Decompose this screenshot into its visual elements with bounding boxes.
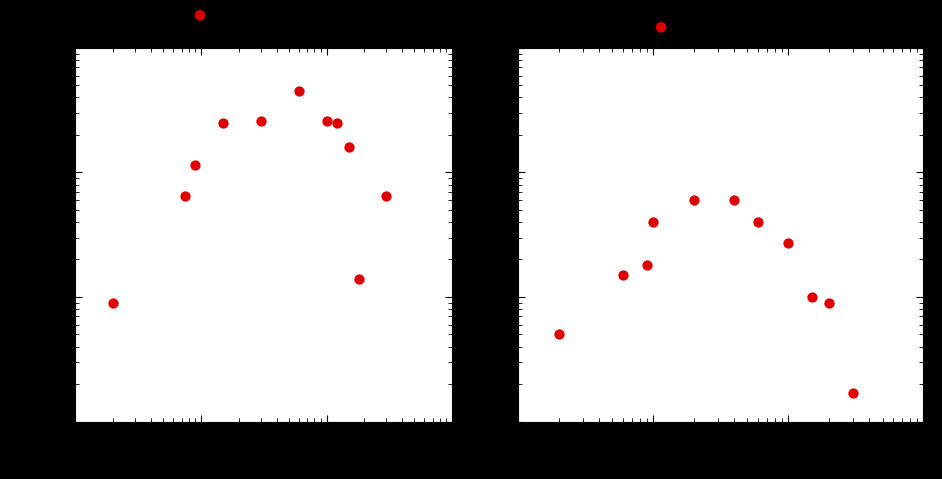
Point — [640, 262, 655, 269]
Point — [686, 196, 701, 204]
Point — [178, 192, 193, 200]
Point — [253, 117, 268, 125]
Point — [551, 331, 566, 338]
Point — [781, 240, 796, 247]
X-axis label: Freqüência espacial (cpg): Freqüência espacial (cpg) — [620, 445, 821, 459]
Text: ●: ● — [194, 8, 205, 22]
Point — [821, 299, 836, 307]
Point — [351, 275, 366, 283]
Point — [751, 218, 766, 226]
Point — [341, 143, 356, 151]
Point — [379, 192, 394, 200]
Point — [106, 299, 121, 307]
Point — [291, 87, 306, 95]
Point — [845, 389, 860, 397]
Y-axis label: Sensibilidade ao contraste: Sensibilidade ao contraste — [19, 130, 33, 339]
Point — [645, 218, 660, 226]
X-axis label: Freqüência espacial (cpg): Freqüência espacial (cpg) — [163, 445, 365, 459]
Point — [319, 117, 334, 125]
Y-axis label: Sensibilidade ao contraste: Sensibilidade ao contraste — [462, 130, 476, 339]
Text: APN 130604-37 D: APN 130604-37 D — [689, 20, 799, 33]
Point — [616, 271, 631, 279]
Point — [187, 161, 203, 169]
Point — [216, 119, 231, 127]
Text: JmS 121221-
CONTR E: JmS 121221- CONTR E — [234, 5, 313, 33]
Point — [804, 293, 820, 301]
Point — [329, 119, 344, 127]
Text: ●: ● — [654, 19, 666, 33]
Point — [727, 196, 742, 204]
